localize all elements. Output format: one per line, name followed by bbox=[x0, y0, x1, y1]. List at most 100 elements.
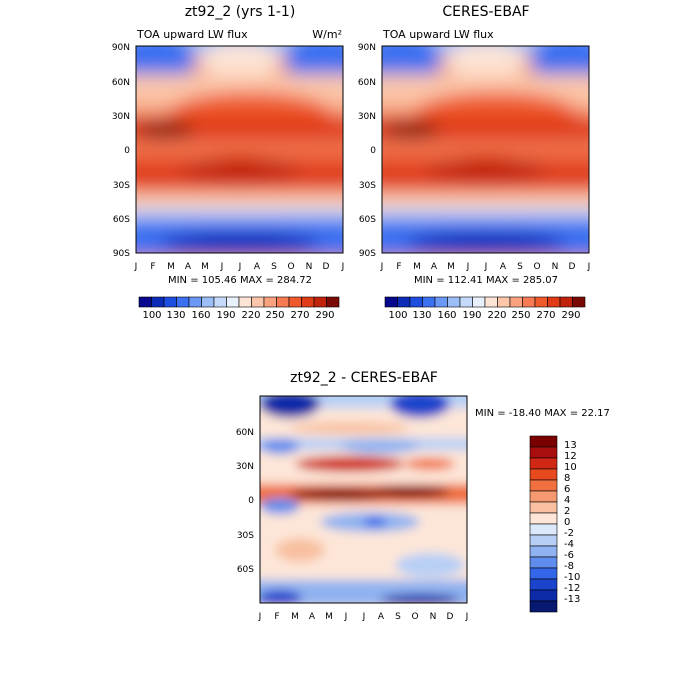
x-tick-label: A bbox=[378, 612, 385, 622]
colorbar-label: 130 bbox=[166, 310, 185, 321]
colorbar-swatch bbox=[529, 468, 558, 481]
x-tick-label: O bbox=[411, 612, 418, 622]
colorbar-swatch bbox=[397, 296, 411, 308]
colorbar-label: 270 bbox=[536, 310, 555, 321]
panel-units: W/m² bbox=[312, 28, 342, 41]
panel-title: CERES-EBAF bbox=[442, 4, 529, 20]
y-tick-label: 60N bbox=[358, 78, 376, 88]
y-axis: 90N 60N 30N 0 30S 60S 90S bbox=[358, 43, 376, 259]
y-tick-label: 90S bbox=[359, 249, 376, 259]
colorbar bbox=[138, 296, 340, 308]
x-axis: J F M A M J J A S O N D J bbox=[258, 612, 469, 622]
colorbar-swatch bbox=[529, 567, 558, 580]
y-tick-label: 0 bbox=[124, 146, 130, 156]
colorbar-swatch bbox=[559, 296, 573, 308]
x-tick-label: S bbox=[517, 262, 523, 272]
x-tick-label: M bbox=[167, 262, 175, 272]
x-tick-label: M bbox=[447, 262, 455, 272]
x-tick-label: N bbox=[552, 262, 559, 272]
x-tick-label: O bbox=[287, 262, 294, 272]
colorbar-label: -4 bbox=[564, 539, 574, 550]
colorbar-swatch bbox=[459, 296, 473, 308]
x-tick-label: J bbox=[484, 262, 488, 272]
colorbar-swatch bbox=[572, 296, 586, 308]
colorbar-swatch bbox=[529, 435, 558, 448]
x-tick-label: M bbox=[291, 612, 299, 622]
colorbar-swatch bbox=[529, 578, 558, 591]
colorbar-swatch bbox=[529, 457, 558, 470]
colorbar-label: -12 bbox=[564, 583, 580, 594]
x-tick-label: F bbox=[396, 262, 401, 272]
colorbar bbox=[529, 435, 558, 613]
colorbar-swatch bbox=[188, 296, 202, 308]
colorbar-label: 220 bbox=[487, 310, 506, 321]
x-tick-label: A bbox=[500, 262, 507, 272]
colorbar-swatch bbox=[176, 296, 190, 308]
x-tick-label: A bbox=[431, 262, 438, 272]
colorbar-label: 160 bbox=[191, 310, 210, 321]
colorbar-label: -13 bbox=[564, 594, 580, 605]
y-tick-label: 90N bbox=[358, 43, 376, 53]
plot-frame bbox=[259, 395, 468, 604]
colorbar-swatch bbox=[422, 296, 436, 308]
colorbar-swatch bbox=[238, 296, 252, 308]
colorbar-label: 8 bbox=[564, 473, 570, 484]
colorbar-label: 100 bbox=[388, 310, 407, 321]
colorbar-swatch bbox=[529, 589, 558, 602]
x-tick-label: M bbox=[201, 262, 209, 272]
y-tick-label: 60N bbox=[112, 78, 130, 88]
y-tick-label: 30S bbox=[237, 531, 254, 541]
x-tick-label: J bbox=[362, 612, 366, 622]
colorbar-swatch bbox=[288, 296, 302, 308]
colorbar-swatch bbox=[497, 296, 511, 308]
colorbar-swatch bbox=[509, 296, 523, 308]
y-axis: 60N 30N 0 30S 60S bbox=[236, 428, 254, 575]
panel-variable: TOA upward LW flux bbox=[136, 28, 248, 41]
colorbar-label: 100 bbox=[142, 310, 161, 321]
panel-observations: CERES-EBAF TOA upward LW flux bbox=[358, 4, 591, 321]
colorbar-label: 2 bbox=[564, 506, 570, 517]
y-tick-label: 30S bbox=[113, 181, 130, 191]
heatmap-field bbox=[382, 46, 589, 253]
colorbar-label: -6 bbox=[564, 550, 574, 561]
colorbar-label: 290 bbox=[561, 310, 580, 321]
x-tick-label: F bbox=[274, 612, 279, 622]
colorbar bbox=[384, 296, 586, 308]
y-tick-label: 90S bbox=[113, 249, 130, 259]
colorbar-swatch bbox=[276, 296, 290, 308]
min-max-stats: MIN = -18.40 MAX = 22.17 bbox=[475, 408, 610, 419]
x-tick-label: J bbox=[466, 262, 470, 272]
colorbar-swatch bbox=[384, 296, 398, 308]
colorbar-labels: 100 130 160 190 220 250 270 290 bbox=[388, 310, 580, 321]
colorbar-swatch bbox=[547, 296, 561, 308]
colorbar-label: 0 bbox=[564, 517, 570, 528]
colorbar-swatch bbox=[534, 296, 548, 308]
colorbar-swatch bbox=[251, 296, 265, 308]
x-tick-label: M bbox=[413, 262, 421, 272]
colorbar-label: 130 bbox=[412, 310, 431, 321]
colorbar-label: 250 bbox=[265, 310, 284, 321]
plot-frame bbox=[135, 45, 344, 254]
heatmap-field bbox=[260, 396, 467, 603]
plot-frame bbox=[381, 45, 590, 254]
x-tick-label: J bbox=[344, 612, 348, 622]
y-tick-label: 30N bbox=[358, 112, 376, 122]
x-tick-label: D bbox=[323, 262, 330, 272]
colorbar-labels: 13 12 10 8 6 4 2 0 -2 -4 -6 -8 -10 -12 -… bbox=[564, 440, 580, 605]
colorbar-swatch bbox=[263, 296, 277, 308]
colorbar-swatch bbox=[522, 296, 536, 308]
x-tick-label: D bbox=[569, 262, 576, 272]
panel-title: zt92_2 - CERES-EBAF bbox=[290, 370, 438, 386]
y-tick-label: 0 bbox=[248, 496, 254, 506]
colorbar-swatch bbox=[529, 479, 558, 492]
heatmap-field bbox=[136, 46, 343, 253]
x-tick-label: D bbox=[447, 612, 454, 622]
colorbar-swatch bbox=[529, 556, 558, 569]
x-tick-label: A bbox=[309, 612, 316, 622]
colorbar-swatch bbox=[138, 296, 152, 308]
colorbar-swatch bbox=[409, 296, 423, 308]
y-tick-label: 60S bbox=[359, 215, 376, 225]
x-tick-label: S bbox=[271, 262, 277, 272]
x-tick-label: J bbox=[380, 262, 384, 272]
colorbar-label: 190 bbox=[462, 310, 481, 321]
